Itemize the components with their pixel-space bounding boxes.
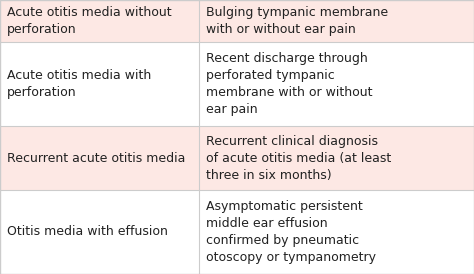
Bar [0,42,474,127]
Text: Asymptomatic persistent
middle ear effusion
confirmed by pneumatic
otoscopy or t: Asymptomatic persistent middle ear effus… [206,200,376,264]
Text: Acute otitis media without
perforation: Acute otitis media without perforation [7,6,172,36]
Bar [0,190,474,274]
Text: Otitis media with effusion: Otitis media with effusion [7,225,168,238]
Text: Recurrent acute otitis media: Recurrent acute otitis media [7,152,185,165]
Bar [0,0,474,42]
Text: Bulging tympanic membrane
with or without ear pain: Bulging tympanic membrane with or withou… [206,6,388,36]
Bar [0,127,474,190]
Text: Recurrent clinical diagnosis
of acute otitis media (at least
three in six months: Recurrent clinical diagnosis of acute ot… [206,135,392,182]
Text: Recent discharge through
perforated tympanic
membrane with or without
ear pain: Recent discharge through perforated tymp… [206,52,373,116]
Text: Acute otitis media with
perforation: Acute otitis media with perforation [7,69,151,99]
